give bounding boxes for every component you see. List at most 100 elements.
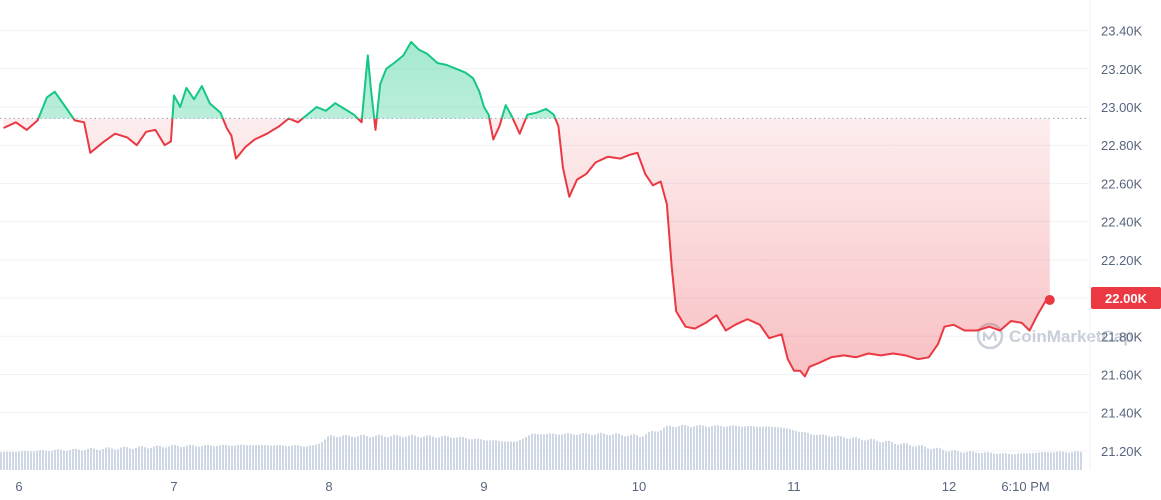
volume-bar	[498, 440, 500, 470]
volume-bar	[849, 438, 851, 470]
volume-bar	[1074, 451, 1076, 470]
volume-bar	[423, 436, 425, 470]
volume-bars	[0, 424, 1082, 470]
volume-bar	[510, 441, 512, 470]
y-tick-label: 21.80K	[1101, 329, 1143, 344]
volume-bar	[306, 446, 308, 470]
volume-bar	[375, 435, 377, 470]
volume-bar	[846, 438, 848, 470]
volume-bar	[765, 426, 767, 470]
volume-bar	[42, 450, 44, 470]
volume-bar	[336, 437, 338, 470]
volume-bar	[27, 451, 29, 470]
volume-bar	[831, 436, 833, 470]
volume-bar	[477, 438, 479, 470]
volume-bar	[105, 447, 107, 470]
volume-bar	[117, 449, 119, 470]
volume-bar	[987, 452, 989, 470]
volume-bar	[480, 439, 482, 470]
volume-bar	[15, 451, 17, 470]
volume-bar	[156, 445, 158, 470]
volume-bar	[795, 431, 797, 470]
volume-bar	[720, 426, 722, 470]
volume-bar	[69, 450, 71, 470]
x-tick-label: 10	[632, 479, 646, 494]
volume-bar	[486, 440, 488, 470]
volume-bar	[882, 442, 884, 470]
volume-bar	[147, 448, 149, 470]
volume-bar	[726, 426, 728, 470]
current-price-tag[interactable]: 22.00K	[1091, 287, 1161, 310]
volume-bar	[1026, 453, 1028, 470]
volume-bar	[468, 439, 470, 470]
volume-bar	[891, 442, 893, 470]
volume-bar	[729, 425, 731, 470]
volume-bar	[351, 436, 353, 470]
volume-bar	[96, 449, 98, 470]
volume-bar	[141, 446, 143, 470]
volume-bar	[24, 450, 26, 470]
volume-bar	[1077, 451, 1079, 470]
volume-bar	[54, 450, 56, 470]
volume-bar	[48, 451, 50, 470]
volume-bar	[969, 451, 971, 470]
volume-bar	[138, 446, 140, 470]
volume-bar	[894, 443, 896, 470]
volume-bar	[267, 445, 269, 470]
volume-bar	[9, 451, 11, 470]
volume-bar	[531, 433, 533, 470]
volume-bar	[489, 440, 491, 470]
volume-bar	[642, 436, 644, 470]
y-axis: 23.40K 23.20K 23.00K 22.80K 22.60K 22.40K 22.2…	[1101, 24, 1143, 459]
volume-bar	[102, 449, 104, 470]
volume-bar	[342, 435, 344, 470]
volume-bar	[1062, 451, 1064, 470]
volume-bar	[384, 436, 386, 470]
volume-bar	[552, 433, 554, 470]
volume-bar	[414, 435, 416, 470]
volume-bar	[168, 446, 170, 470]
volume-bar	[426, 435, 428, 470]
volume-bar	[111, 448, 113, 470]
volume-bar	[771, 426, 773, 470]
volume-bar	[501, 441, 503, 470]
volume-bar	[927, 448, 929, 470]
volume-bar	[786, 428, 788, 470]
volume-bar	[912, 446, 914, 470]
volume-bar	[636, 435, 638, 470]
volume-bar	[1044, 452, 1046, 470]
volume-bar	[210, 445, 212, 470]
volume-bar	[429, 435, 431, 470]
volume-bar	[339, 436, 341, 470]
volume-bar	[645, 434, 647, 470]
volume-bar	[618, 433, 620, 470]
volume-bar	[174, 444, 176, 470]
volume-bar	[198, 446, 200, 470]
volume-bar	[315, 444, 317, 470]
volume-bar	[525, 437, 527, 470]
volume-bar	[768, 426, 770, 470]
volume-bar	[624, 436, 626, 470]
x-tick-label: 6	[15, 479, 22, 494]
volume-bar	[951, 450, 953, 470]
volume-bar	[819, 434, 821, 470]
volume-bar	[876, 440, 878, 470]
volume-bar	[579, 434, 581, 470]
volume-bar	[321, 442, 323, 470]
volume-bar	[711, 426, 713, 470]
volume-bar	[309, 445, 311, 470]
volume-bar	[354, 437, 356, 470]
volume-bar	[45, 450, 47, 470]
volume-bar	[285, 445, 287, 470]
volume-bar	[918, 445, 920, 470]
volume-bar	[549, 433, 551, 470]
volume-bar	[99, 450, 101, 470]
current-price-dot[interactable]	[1044, 294, 1055, 305]
volume-bar	[843, 437, 845, 470]
volume-bar	[66, 450, 68, 470]
volume-bar	[438, 437, 440, 470]
volume-bar	[21, 451, 23, 470]
volume-bar	[417, 437, 419, 470]
volume-bar	[789, 429, 791, 470]
